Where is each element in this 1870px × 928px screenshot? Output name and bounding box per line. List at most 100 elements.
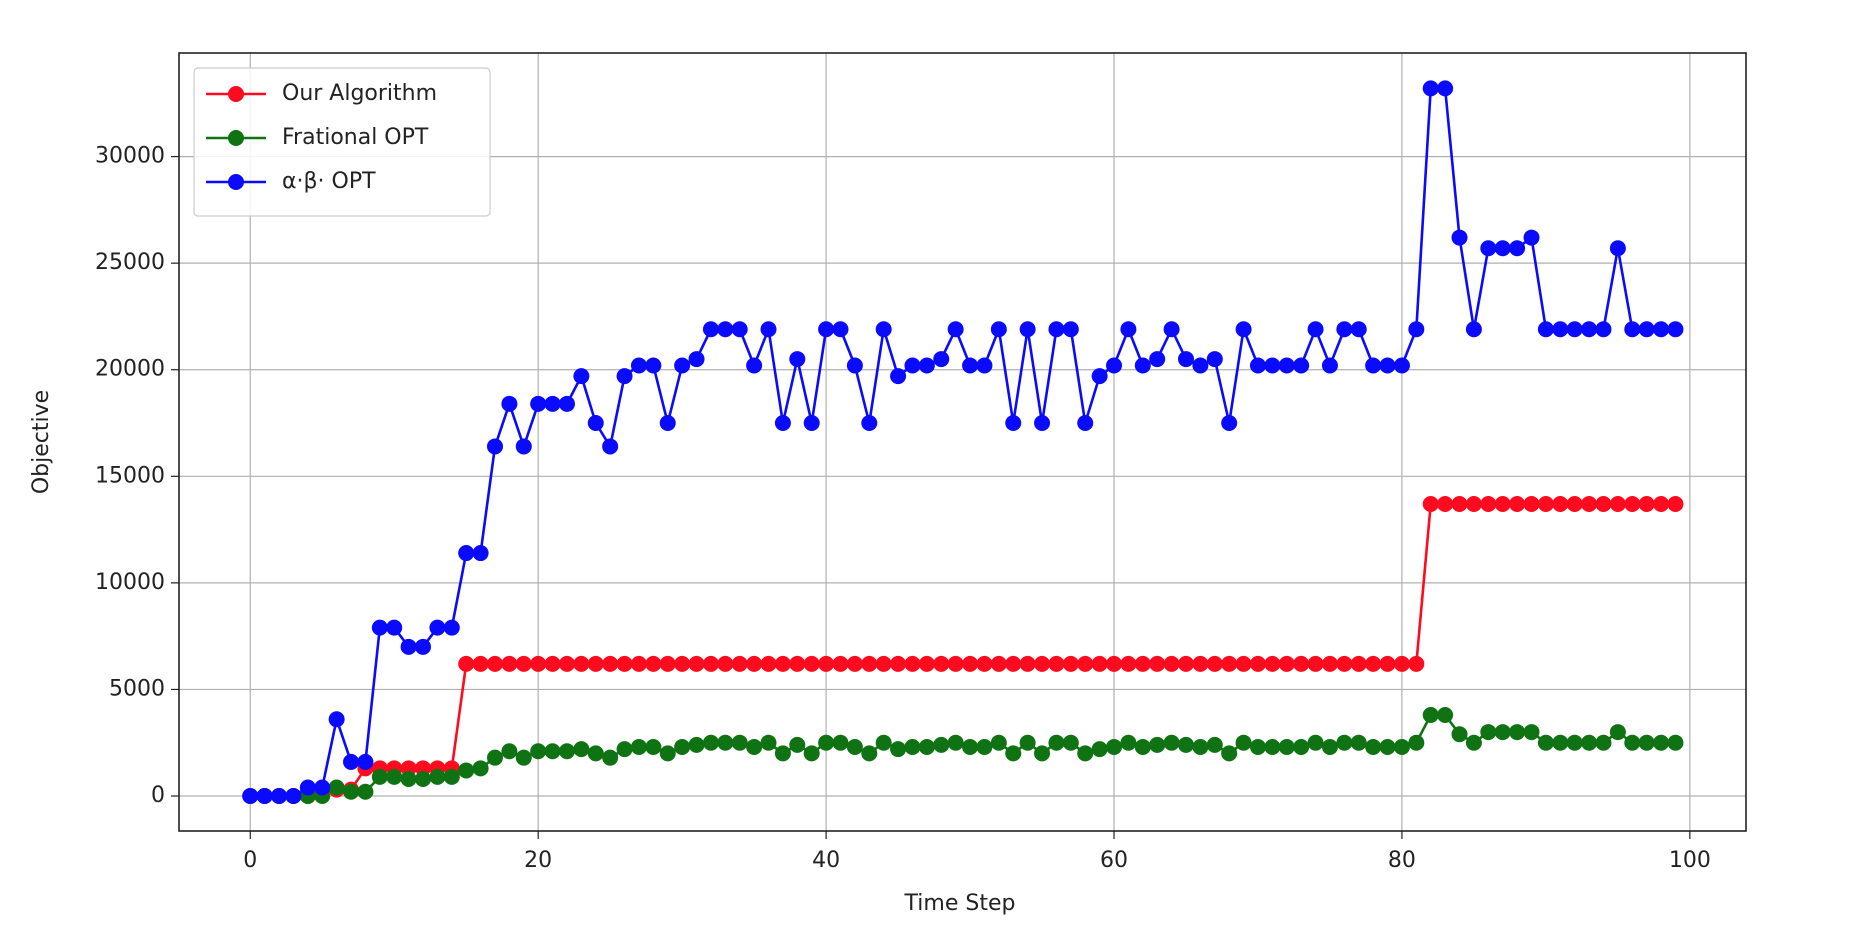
data-point xyxy=(530,655,547,672)
data-point xyxy=(861,415,878,432)
data-point xyxy=(1494,724,1511,741)
data-point xyxy=(1062,734,1079,751)
data-point xyxy=(271,788,288,805)
data-point xyxy=(1509,240,1526,257)
data-point xyxy=(587,745,604,762)
y-tick-label: 5000 xyxy=(109,676,165,701)
data-point xyxy=(256,788,273,805)
data-point xyxy=(1091,741,1108,758)
y-tick-label: 25000 xyxy=(95,250,165,275)
y-tick-label: 20000 xyxy=(95,357,165,382)
data-point xyxy=(717,734,734,751)
data-point xyxy=(1480,240,1497,257)
data-point xyxy=(1149,655,1166,672)
data-point xyxy=(443,619,460,636)
legend-marker xyxy=(228,86,244,102)
data-point xyxy=(357,783,374,800)
y-axis-label: Objective xyxy=(29,390,54,494)
data-point xyxy=(1581,496,1598,513)
data-point xyxy=(1653,321,1670,338)
data-point xyxy=(1609,240,1626,257)
data-point xyxy=(1321,655,1338,672)
data-point xyxy=(1365,655,1382,672)
data-point xyxy=(1350,321,1367,338)
data-point xyxy=(1264,357,1281,374)
data-point xyxy=(386,619,403,636)
x-tick-label: 0 xyxy=(243,848,257,873)
data-point xyxy=(1465,321,1482,338)
data-point xyxy=(486,438,503,455)
data-point xyxy=(976,655,993,672)
data-point xyxy=(1091,655,1108,672)
data-point xyxy=(1120,655,1137,672)
data-point xyxy=(328,779,345,796)
data-point xyxy=(1235,321,1252,338)
data-point xyxy=(846,357,863,374)
data-point xyxy=(587,655,604,672)
data-point xyxy=(357,753,374,770)
data-point xyxy=(1465,496,1482,513)
data-point xyxy=(1552,734,1569,751)
data-point xyxy=(386,768,403,785)
data-point xyxy=(774,745,791,762)
data-point xyxy=(674,655,691,672)
data-point xyxy=(1566,321,1583,338)
data-point xyxy=(530,395,547,412)
data-point xyxy=(458,762,475,779)
data-point xyxy=(1120,321,1137,338)
data-point xyxy=(1566,496,1583,513)
data-point xyxy=(429,619,446,636)
data-point xyxy=(1566,734,1583,751)
y-tick-label: 30000 xyxy=(95,144,165,169)
data-point xyxy=(486,655,503,672)
data-point xyxy=(947,321,964,338)
data-point xyxy=(875,734,892,751)
data-point xyxy=(1235,734,1252,751)
data-point xyxy=(1106,738,1123,755)
data-point xyxy=(328,711,345,728)
data-point xyxy=(1005,415,1022,432)
data-point xyxy=(501,743,518,760)
data-point xyxy=(1221,745,1238,762)
data-point xyxy=(1149,351,1166,368)
data-point xyxy=(731,655,748,672)
data-point xyxy=(918,738,935,755)
data-point xyxy=(1163,321,1180,338)
data-point xyxy=(1106,655,1123,672)
data-point xyxy=(1422,496,1439,513)
data-point xyxy=(702,655,719,672)
data-point xyxy=(1437,496,1454,513)
data-point xyxy=(1653,734,1670,751)
data-point xyxy=(1523,229,1540,246)
data-point xyxy=(1624,496,1641,513)
legend-label: α·β· OPT xyxy=(282,169,376,194)
data-point xyxy=(760,655,777,672)
data-point xyxy=(1278,655,1295,672)
data-point xyxy=(875,321,892,338)
data-point xyxy=(702,734,719,751)
data-point xyxy=(789,351,806,368)
data-point xyxy=(1192,738,1209,755)
data-point xyxy=(1653,496,1670,513)
data-point xyxy=(1638,496,1655,513)
data-point xyxy=(1408,655,1425,672)
data-point xyxy=(1480,724,1497,741)
data-point xyxy=(1307,321,1324,338)
data-point xyxy=(1019,655,1036,672)
data-point xyxy=(1523,496,1540,513)
data-point xyxy=(1321,357,1338,374)
data-point xyxy=(573,655,590,672)
data-point xyxy=(674,357,691,374)
data-point xyxy=(947,655,964,672)
data-point xyxy=(515,438,532,455)
data-point xyxy=(544,655,561,672)
data-point xyxy=(1509,496,1526,513)
data-point xyxy=(472,545,489,562)
legend: Our Algorithm Frational OPT α·β· OPT xyxy=(193,67,491,217)
data-point xyxy=(746,357,763,374)
data-point xyxy=(371,619,388,636)
data-point xyxy=(1177,736,1194,753)
data-point xyxy=(1393,738,1410,755)
data-point xyxy=(1206,351,1223,368)
data-point xyxy=(1595,734,1612,751)
